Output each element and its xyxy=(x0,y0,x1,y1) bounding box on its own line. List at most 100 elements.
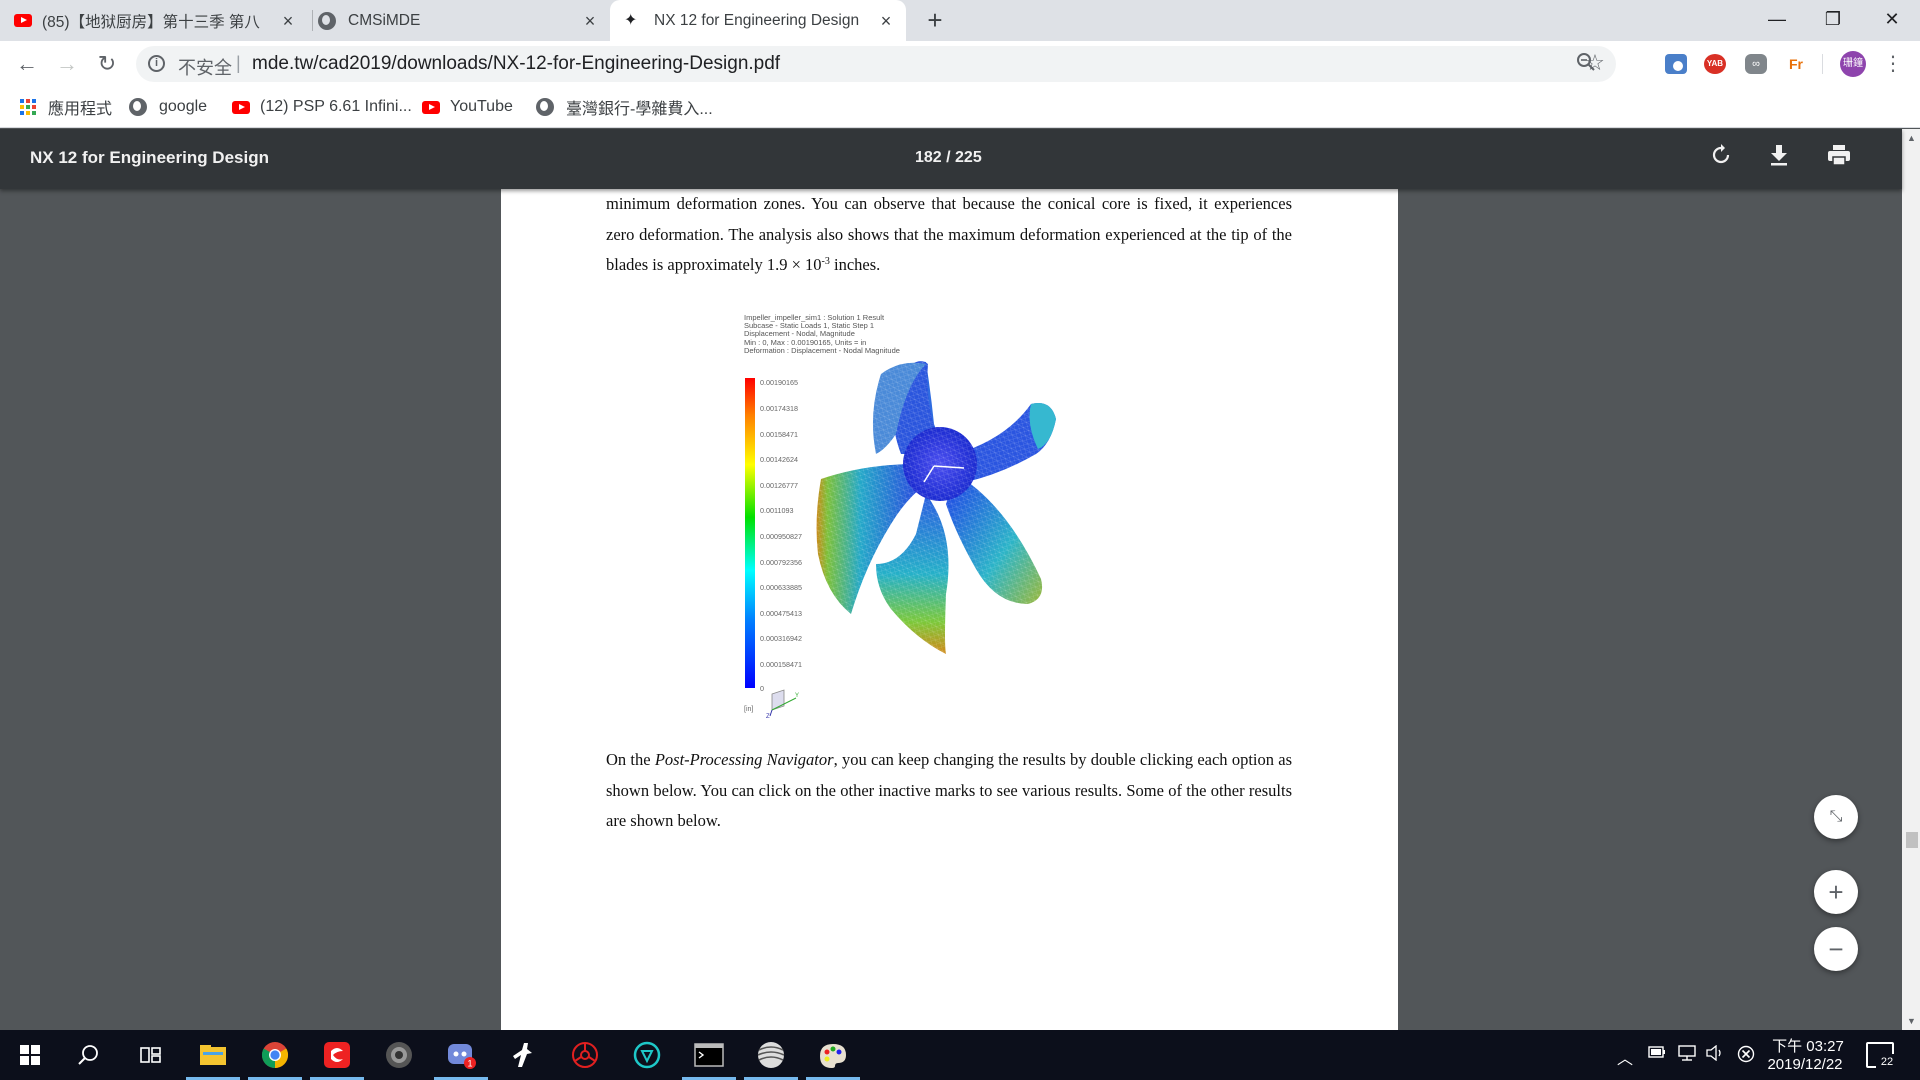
wave-icon[interactable] xyxy=(740,1030,802,1080)
figure-header-line: Min : 0, Max : 0.00190165, Units = in xyxy=(744,337,867,347)
security-label[interactable]: 不安全 xyxy=(178,58,232,78)
tab-cmsimde[interactable]: CMSiMDE × xyxy=(318,0,610,41)
back-button[interactable]: ← xyxy=(16,51,38,76)
url-text[interactable]: mde.tw/cad2019/downloads/NX-12-for-Engin… xyxy=(252,53,781,74)
reload-button[interactable]: ↻ xyxy=(97,51,117,76)
minimize-button[interactable]: — xyxy=(1768,9,1786,29)
page-indicator[interactable]: 182 / 225 xyxy=(915,149,982,166)
legend-label: 0 xyxy=(760,684,764,693)
garena-icon[interactable] xyxy=(306,1030,368,1080)
close-tab-icon[interactable]: × xyxy=(880,11,892,31)
maximize-button[interactable]: ❐ xyxy=(1824,9,1842,29)
apps-icon xyxy=(20,99,36,115)
bookmark-youtube[interactable]: YouTube xyxy=(422,97,513,117)
pdf-toolbar: NX 12 for Engineering Design 182 / 225 xyxy=(0,129,1902,189)
search-icon[interactable] xyxy=(58,1030,120,1080)
zoom-in-button[interactable]: + xyxy=(1814,870,1858,914)
legend-label: 0.000158471 xyxy=(760,660,802,669)
paragraph-text: On the xyxy=(606,750,655,769)
legend-label: 0.000950827 xyxy=(760,532,802,541)
tab-nx12-pdf[interactable]: ✦ NX 12 for Engineering Design × xyxy=(610,0,906,41)
print-icon[interactable] xyxy=(1824,144,1854,174)
bookmark-google[interactable]: google xyxy=(129,97,207,117)
menu-icon[interactable]: ⋮ xyxy=(1883,53,1903,75)
bookmark-label: 臺灣銀行-學雜費入... xyxy=(566,101,713,118)
globe-icon xyxy=(318,11,336,30)
tab-hells-kitchen[interactable]: (85)【地狱厨房】第十三季 第八 × xyxy=(14,0,308,41)
discord-icon[interactable]: 1 xyxy=(430,1030,492,1080)
bookmark-label: (12) PSP 6.61 Infini... xyxy=(260,98,412,115)
rotate-icon[interactable] xyxy=(1706,144,1736,174)
battery-icon[interactable] xyxy=(1648,1045,1666,1063)
address-bar[interactable]: i 不安全 | mde.tw/cad2019/downloads/NX-12-f… xyxy=(136,46,1616,82)
legend-label: 0.000633885 xyxy=(760,583,802,592)
paint-icon[interactable] xyxy=(802,1030,864,1080)
axis-y-label: Y xyxy=(795,693,799,699)
file-explorer-icon[interactable] xyxy=(182,1030,244,1080)
windows-start-icon[interactable] xyxy=(0,1030,60,1080)
csgo-icon[interactable] xyxy=(492,1030,554,1080)
forward-button[interactable]: → xyxy=(56,51,78,76)
fr-icon[interactable]: Fr xyxy=(1789,56,1803,72)
paragraph-text: inches. xyxy=(829,255,881,274)
bookmark-bank[interactable]: 臺灣銀行-學雜費入... xyxy=(536,97,713,118)
figure-header-line: Subcase - Static Loads 1, Static Step 1 xyxy=(744,321,875,331)
terminal-icon[interactable] xyxy=(678,1030,740,1080)
paragraph-emphasis: Post-Processing Navigator xyxy=(654,750,834,769)
tray-expand-icon[interactable]: ︿ xyxy=(1617,1051,1634,1068)
clock-time[interactable]: 下午 03:27 xyxy=(1772,1038,1844,1055)
zoom-icon[interactable] xyxy=(1576,52,1596,78)
close-tab-icon[interactable]: × xyxy=(282,11,294,31)
new-tab-button[interactable]: + xyxy=(927,5,943,35)
bookmark-apps[interactable]: 應用程式 xyxy=(20,97,112,118)
youtube-icon xyxy=(232,100,250,114)
profile-avatar[interactable]: 珊鐘 xyxy=(1840,51,1866,77)
fit-to-page-button[interactable]: ⤡ xyxy=(1814,795,1858,839)
close-tab-icon[interactable]: × xyxy=(584,11,596,31)
browser-toolbar: ← → ↻ i 不安全 | mde.tw/cad2019/downloads/N… xyxy=(0,41,1920,87)
bookmark-label: google xyxy=(159,98,208,115)
legend-label: 0.0011093 xyxy=(760,506,794,515)
bookmark-psp[interactable]: (12) PSP 6.61 Infini... xyxy=(232,97,412,117)
close-window-button[interactable]: ✕ xyxy=(1884,9,1900,29)
vertical-scrollbar[interactable]: ▲ ▼ xyxy=(1902,129,1920,1030)
paragraph-text: minimum deformation zones. You can obser… xyxy=(606,194,1292,274)
scroll-up-arrow-icon[interactable]: ▲ xyxy=(1907,133,1916,143)
legend-label: 0.00174318 xyxy=(760,404,798,413)
windows-taskbar: 1 ︿ 下午 03:27 2019/12/22 22 xyxy=(0,1030,1920,1080)
game-icon[interactable] xyxy=(368,1030,430,1080)
info-icon[interactable]: i xyxy=(148,55,165,72)
exponent: -3 xyxy=(821,256,830,267)
globe-icon xyxy=(129,98,147,116)
volume-icon[interactable] xyxy=(1706,1044,1726,1066)
pdf-title: NX 12 for Engineering Design xyxy=(30,148,269,167)
camera-icon[interactable] xyxy=(1665,54,1687,74)
bookmarks-bar: 應用程式 google (12) PSP 6.61 Infini... YouT… xyxy=(0,87,1920,128)
cloudapp-icon[interactable] xyxy=(616,1030,678,1080)
globe-icon xyxy=(536,98,554,116)
scroll-thumb[interactable] xyxy=(1906,832,1918,848)
tab-title: CMSiMDE xyxy=(348,11,421,29)
axis-triad-icon: Y Z xyxy=(766,689,799,718)
legend-label: 0.000792356 xyxy=(760,558,802,567)
loop-icon[interactable]: ∞ xyxy=(1745,54,1767,74)
tab-title: NX 12 for Engineering Design xyxy=(654,11,860,29)
zoom-out-button[interactable]: − xyxy=(1814,927,1858,971)
figure-header: Impeller_impeller_sim1 : Solution 1 Resu… xyxy=(744,313,900,355)
bookmark-label: YouTube xyxy=(450,98,513,115)
ime-close-icon[interactable] xyxy=(1737,1045,1755,1068)
scroll-down-arrow-icon[interactable]: ▼ xyxy=(1907,1016,1916,1026)
download-icon[interactable] xyxy=(1764,144,1794,174)
resident-icon[interactable] xyxy=(554,1030,616,1080)
bookmark-star-icon[interactable]: ☆ xyxy=(1585,50,1605,75)
pdf-document-area[interactable]: minimum deformation zones. You can obser… xyxy=(0,189,1902,1030)
paragraph-deformation: minimum deformation zones. You can obser… xyxy=(606,189,1292,281)
chrome-icon[interactable] xyxy=(244,1030,306,1080)
task-view-icon[interactable] xyxy=(120,1030,182,1080)
color-legend-bar xyxy=(745,378,755,688)
network-icon[interactable] xyxy=(1678,1045,1698,1066)
yab-icon[interactable]: YAB xyxy=(1704,54,1726,74)
legend-label: 0.000475413 xyxy=(760,609,802,618)
paragraph-post-processing: On the Post-Processing Navigator, you ca… xyxy=(606,745,1292,837)
clock-date[interactable]: 2019/12/22 xyxy=(1767,1056,1843,1073)
